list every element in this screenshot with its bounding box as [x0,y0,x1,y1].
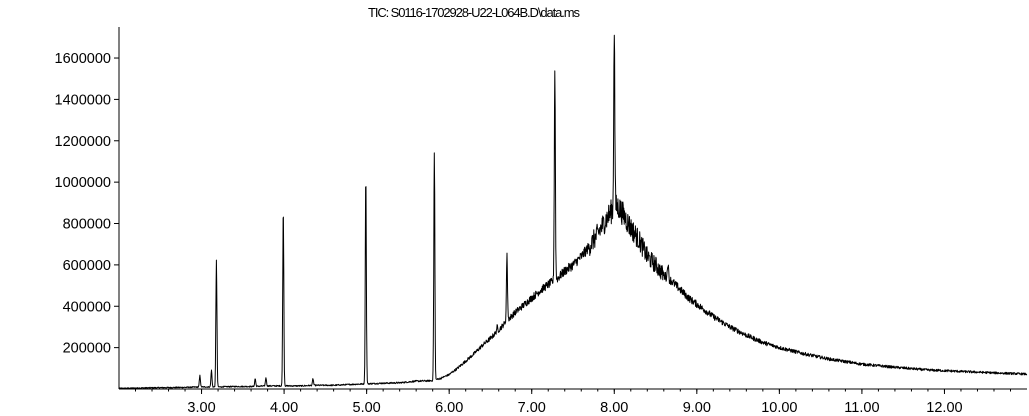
x-tick-label: 7.00 [518,400,546,416]
x-tick-label: 10.00 [761,400,797,416]
x-tick-label: 9.00 [683,400,711,416]
chart-title: TIC: S0116-1702928-U22-L064B.D\data.ms [368,5,580,20]
x-tick-label: 11.00 [844,400,879,416]
y-tick-label: 1200000 [55,134,111,150]
y-tick-label: 800000 [63,217,111,233]
x-tick-label: 5.00 [353,400,381,416]
y-tick-label: 1400000 [55,92,111,108]
y-tick-label: 400000 [63,299,111,315]
axes [118,27,1027,390]
x-tick-label: 6.00 [435,400,463,416]
y-tick-label: 1000000 [55,175,111,191]
x-tick-label: 8.00 [600,400,628,416]
series-group [118,34,1028,390]
ticks: 3.00 4.00 5.00 6.00 7.00 8.00 9.00 10.00 11.00 12… [55,51,1011,416]
y-tick-label: 200000 [63,341,111,357]
y-tick-label: 1600000 [55,51,111,67]
x-tick-label: 12.00 [926,400,962,416]
x-tick-label: 4.00 [270,400,298,416]
tic-trace-line [118,34,1028,390]
x-tick-label: 3.00 [187,400,215,416]
y-tick-label: 600000 [63,258,111,274]
